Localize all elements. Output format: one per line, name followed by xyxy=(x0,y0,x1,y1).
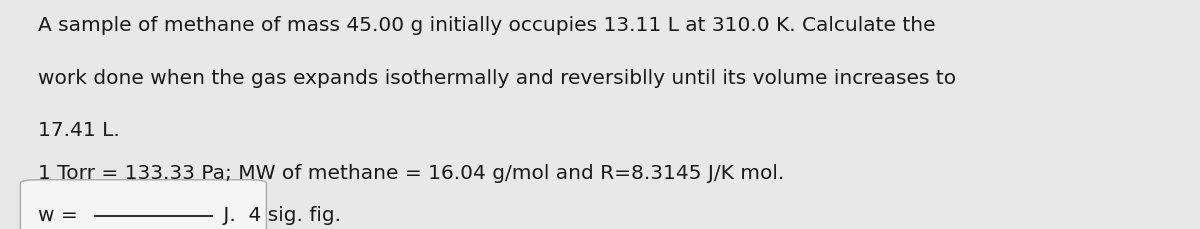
Text: work done when the gas expands isothermally and reversiblly until its volume inc: work done when the gas expands isotherma… xyxy=(38,69,956,88)
Text: J.  4 sig. fig.: J. 4 sig. fig. xyxy=(217,206,341,225)
FancyBboxPatch shape xyxy=(20,180,266,229)
Text: 17.41 L.: 17.41 L. xyxy=(38,121,120,140)
Text: 1 Torr = 133.33 Pa; MW of methane = 16.04 g/mol and R=8.3145 J/K mol.: 1 Torr = 133.33 Pa; MW of methane = 16.0… xyxy=(38,164,785,183)
Text: w =: w = xyxy=(38,206,84,225)
Text: A sample of methane of mass 45.00 g initially occupies 13.11 L at 310.0 K. Calcu: A sample of methane of mass 45.00 g init… xyxy=(38,16,936,35)
